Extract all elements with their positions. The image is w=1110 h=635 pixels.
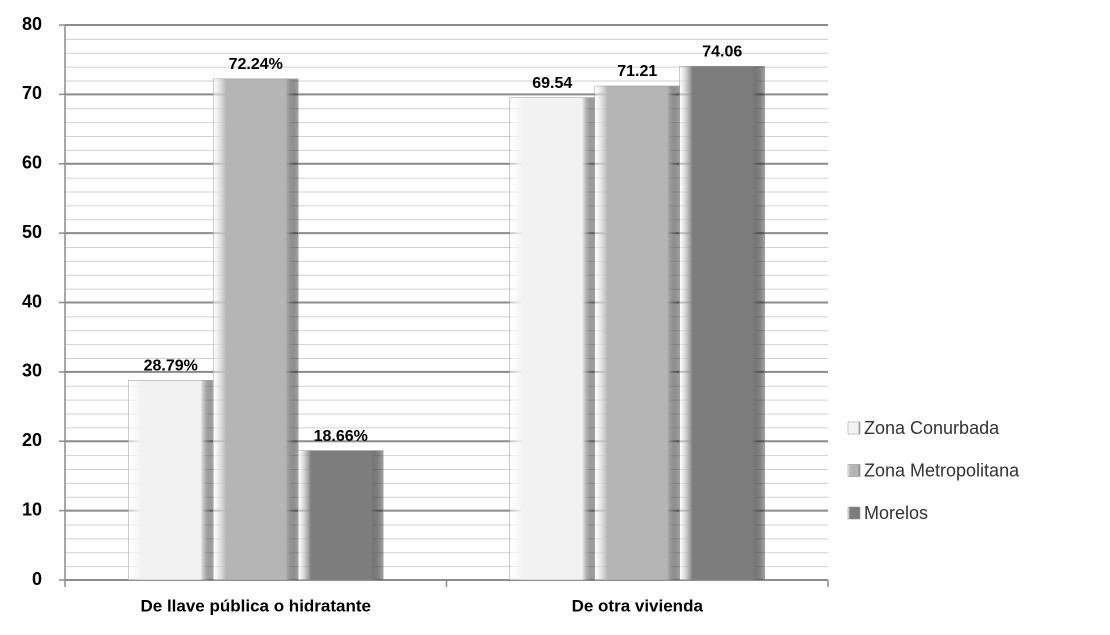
legend-swatch: [847, 506, 861, 520]
value-label: 69.54: [532, 75, 572, 92]
y-tick-label: 30: [22, 361, 42, 381]
legend-swatch: [847, 421, 861, 435]
y-tick-label: 20: [22, 430, 42, 450]
value-label: 74.06: [702, 43, 742, 60]
y-tick-label: 10: [22, 499, 42, 519]
y-tick-label: 60: [22, 153, 42, 173]
value-label: 72.24%: [229, 56, 283, 73]
y-tick-label: 80: [22, 14, 42, 34]
bar: [594, 85, 680, 581]
y-tick-label: 40: [22, 291, 42, 311]
y-tick-label: 70: [22, 83, 42, 103]
value-label: 18.66%: [314, 428, 368, 445]
legend-label: Zona Metropolitana: [864, 460, 1020, 480]
bar: [128, 380, 214, 581]
bar: [679, 65, 765, 581]
value-label: 28.79%: [144, 357, 198, 374]
legend-label: Zona Conurbada: [864, 418, 1000, 438]
bar: [213, 78, 299, 581]
value-label: 71.21: [617, 63, 657, 80]
x-tick-label: De otra vivienda: [572, 596, 704, 615]
y-tick-label: 0: [32, 569, 42, 589]
x-tick-label: De llave pública o hidratante: [140, 596, 371, 615]
bar: [298, 450, 384, 581]
bar: [509, 97, 595, 581]
legend-label: Morelos: [864, 503, 928, 523]
y-tick-label: 50: [22, 222, 42, 242]
legend-swatch: [847, 464, 861, 477]
